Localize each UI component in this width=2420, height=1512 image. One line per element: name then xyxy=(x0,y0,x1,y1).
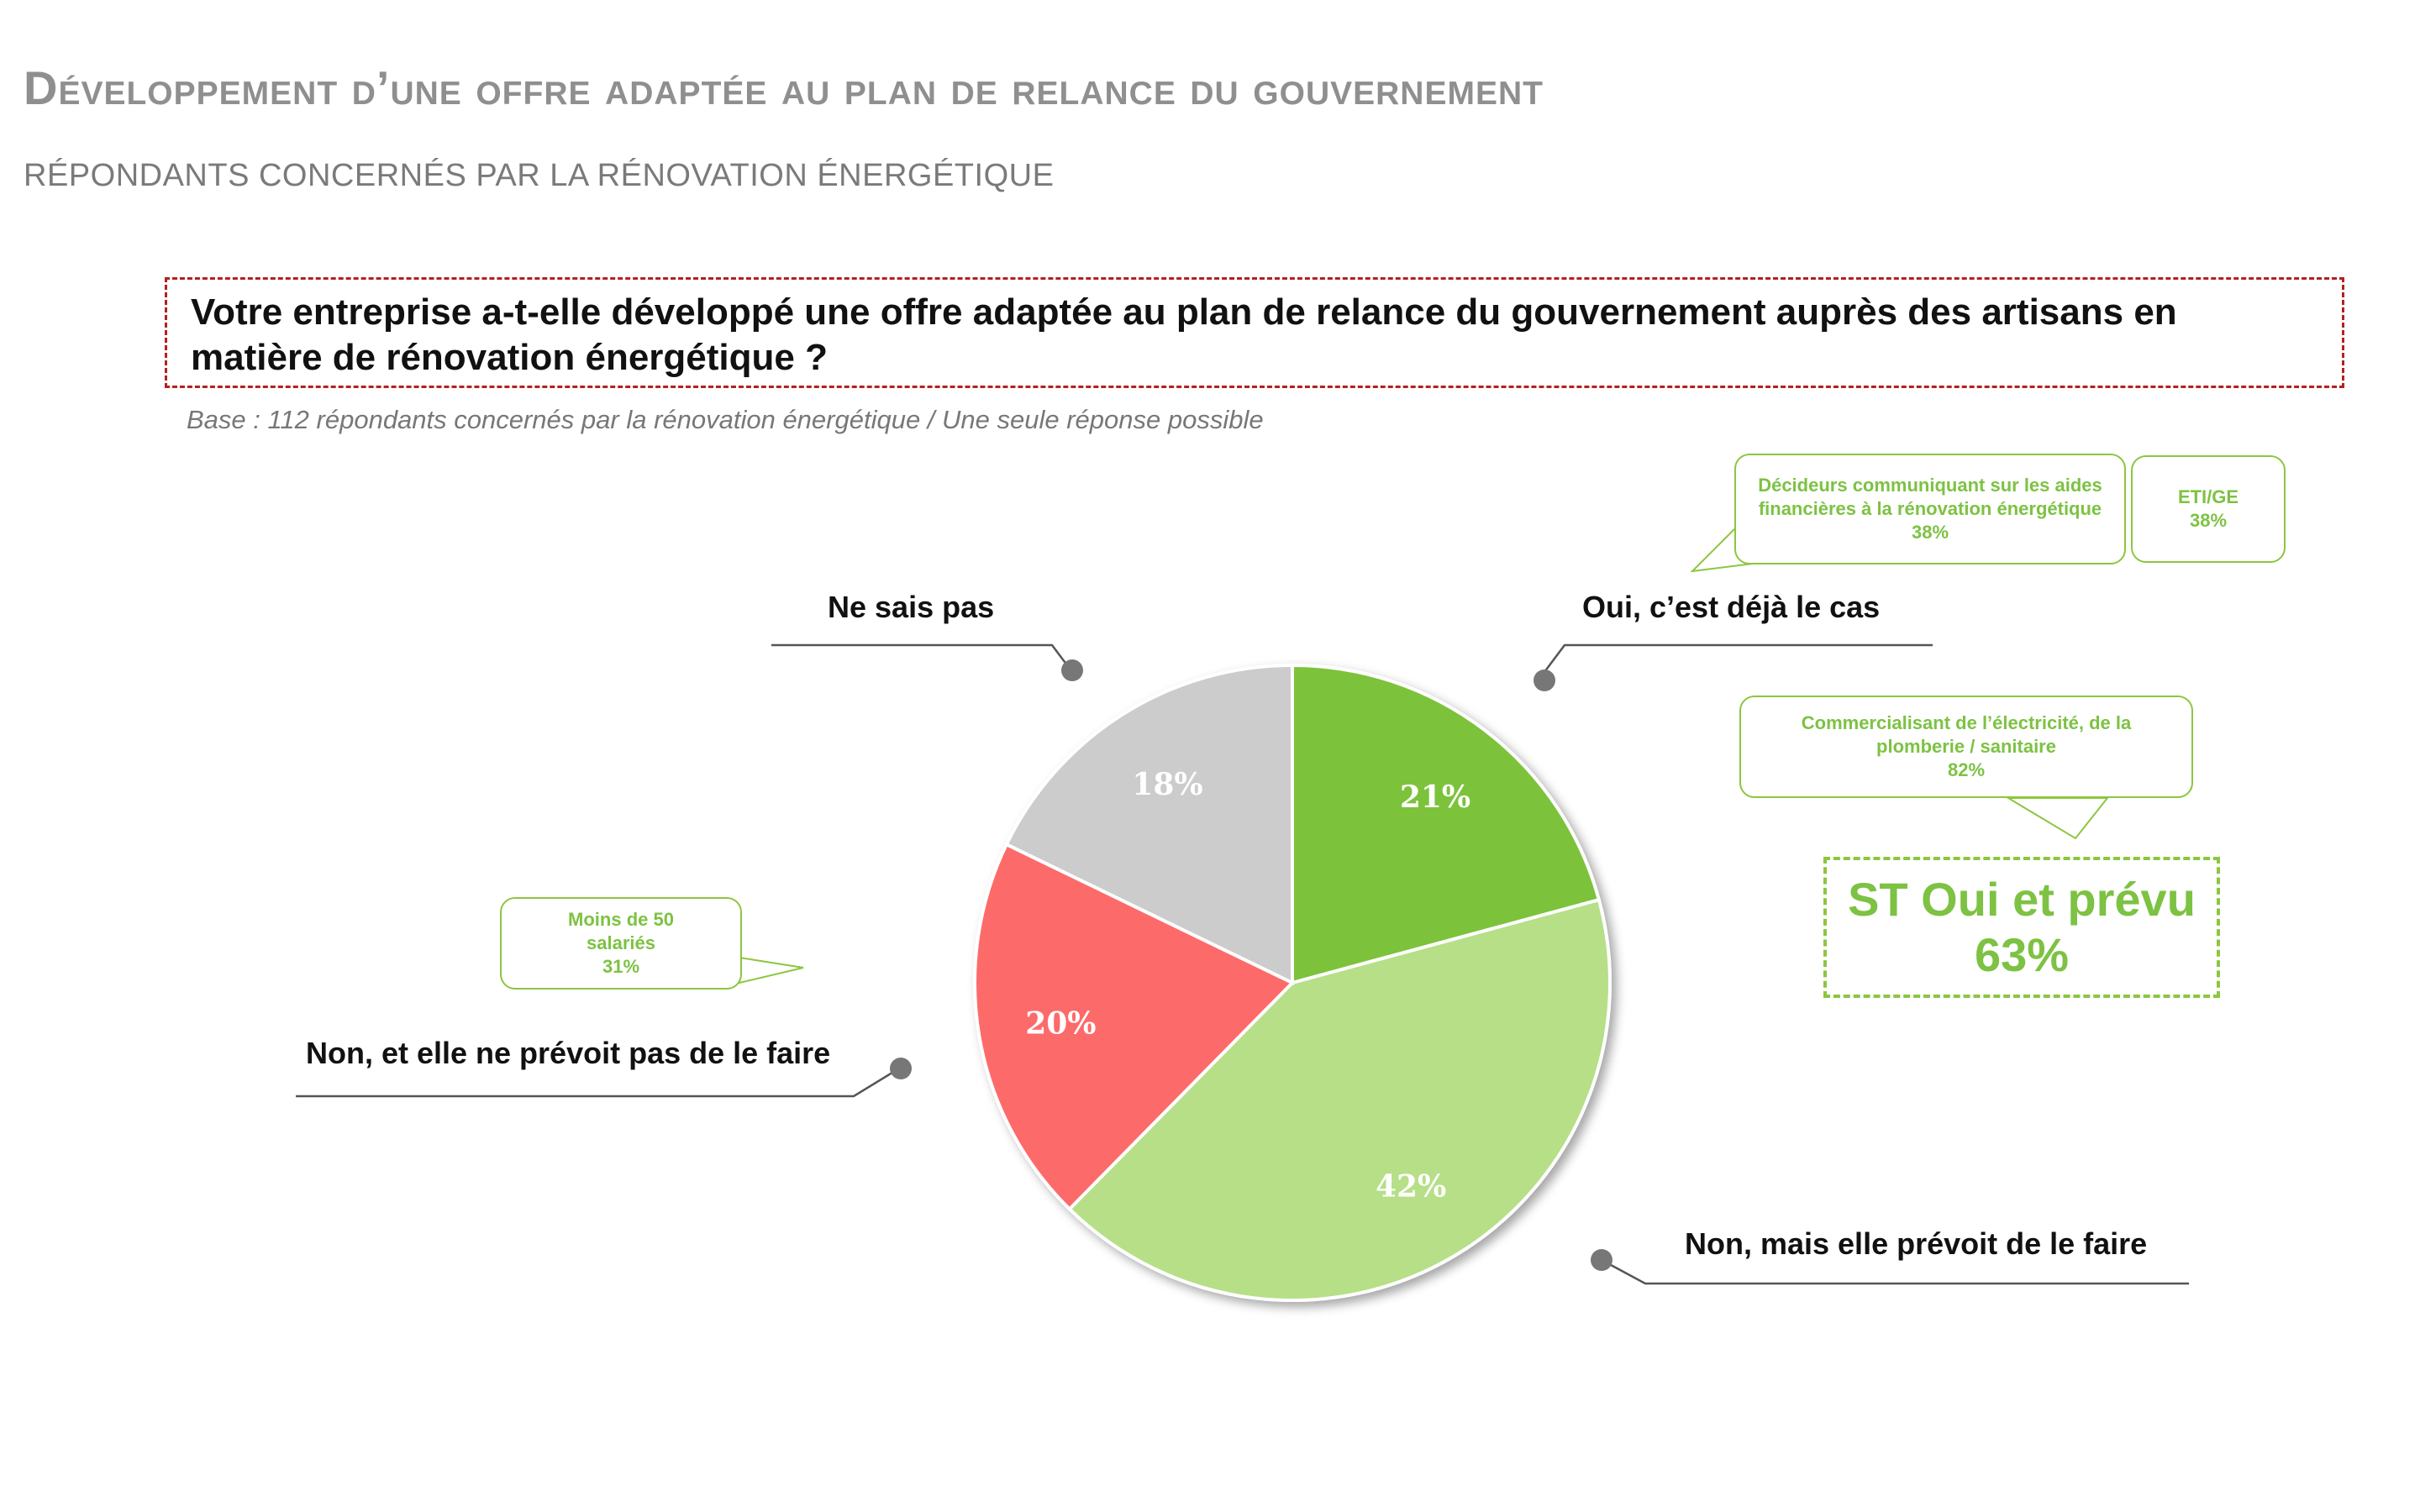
label-non-ne-prevoit: Non, et elle ne prévoit pas de le faire xyxy=(306,1036,831,1070)
callout-moins50-text: Moins de 50 salariés xyxy=(568,909,674,953)
leader-dot-oui xyxy=(1534,669,1555,691)
leader-line-oui xyxy=(1544,643,1933,673)
label-non-prevoit: Non, mais elle prévoit de le faire xyxy=(1685,1226,2148,1261)
callout-moins50-value: 31% xyxy=(602,956,640,977)
callout-commercialisant: Commercialisant de l’électricité, de la … xyxy=(1739,696,2193,798)
leader-line-non-prevoit xyxy=(1601,1258,2189,1285)
value-label-non-ne-prevoit: 20% xyxy=(1025,1006,1096,1042)
summary-box: ST Oui et prévu 63% xyxy=(1823,857,2220,998)
label-oui: Oui, c’est déjà le cas xyxy=(1582,590,1881,624)
slice-non-prevoit xyxy=(1066,897,1612,1303)
label-ne-sais-pas: Ne sais pas xyxy=(828,590,995,624)
summary-value: 63% xyxy=(1974,928,2070,981)
page-title: Développement d’une offre adaptée au pla… xyxy=(24,61,1544,114)
summary-label: ST Oui et prévu xyxy=(1848,873,2196,926)
page-subtitle: RÉPONDANTS CONCERNÉS PAR LA RÉNOVATION É… xyxy=(24,158,1055,193)
leader-dot-ne-sais-pas xyxy=(1061,659,1083,681)
leader-dots xyxy=(890,659,1612,1271)
callout-moins50: Moins de 50 salariés 31% xyxy=(500,897,742,990)
leader-line-non-ne-prevoit xyxy=(296,1067,900,1098)
callout-decideurs-text: Décideurs communiquant sur les aides fin… xyxy=(1758,475,2102,519)
callout-commercialisant-value: 82% xyxy=(1947,759,1986,780)
question-text: Votre entreprise a-t-elle développé une … xyxy=(191,291,2177,378)
callout-eti-value: 38% xyxy=(2189,510,2228,531)
slice-ne-sais-pas xyxy=(1004,663,1294,986)
leader-line-ne-sais-pas xyxy=(771,643,1073,673)
callout-eti-text: ETI/GE xyxy=(2177,486,2239,507)
slice-oui xyxy=(1291,663,1602,985)
value-label-oui: 21% xyxy=(1400,780,1470,815)
question-box: Votre entreprise a-t-elle développé une … xyxy=(165,277,2344,388)
slice-non-ne-prevoit xyxy=(973,842,1296,1212)
pie-value-labels: 21% 42% 20% 18% xyxy=(1025,767,1470,1205)
callout-decideurs-value: 38% xyxy=(1911,522,1949,543)
value-label-ne-sais-pas: 18% xyxy=(1132,767,1202,802)
base-note: Base : 112 répondants concernés par la r… xyxy=(187,405,1264,434)
leader-dot-non-prevoit xyxy=(1591,1249,1612,1271)
tail-commercialisant xyxy=(2005,797,2110,840)
callout-decideurs: Décideurs communiquant sur les aides fin… xyxy=(1734,454,2126,564)
pie-slices xyxy=(973,663,1612,1303)
value-label-non-prevoit: 42% xyxy=(1376,1169,1446,1205)
callout-eti: ETI/GE 38% xyxy=(2131,455,2286,563)
leader-dot-non-ne-prevoit xyxy=(890,1058,912,1079)
tail-moins50 xyxy=(739,956,804,984)
callout-commercialisant-text: Commercialisant de l’électricité, de la … xyxy=(1801,712,2132,757)
